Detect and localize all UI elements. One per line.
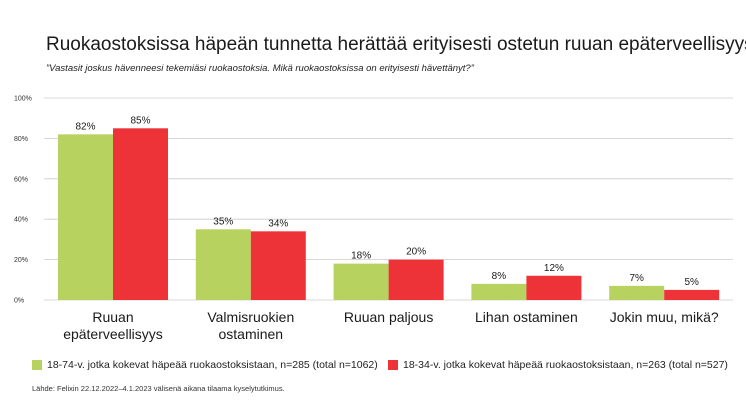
- legend-item-series-2: 18-34-v. jotka kokevat häpeää ruokaostok…: [388, 359, 728, 371]
- data-label: 35%: [213, 216, 233, 227]
- chart-title: Ruokaostoksissa häpeän tunnetta herättää…: [46, 34, 746, 55]
- bar: [664, 289, 720, 300]
- category-label: Valmisruokien: [207, 309, 294, 325]
- category-label: Jokin muu, mikä?: [610, 309, 719, 325]
- data-label: 12%: [544, 263, 564, 274]
- data-label: 85%: [130, 115, 150, 126]
- bar: [195, 229, 251, 300]
- chart-subtitle: ”Vastasit joskus hävenneesi tekemiäsi ru…: [46, 63, 474, 74]
- bar: [333, 263, 389, 300]
- data-label: 18%: [351, 251, 371, 262]
- y-tick-label: 40%: [14, 217, 28, 224]
- category-label: ostaminen: [219, 326, 284, 342]
- data-label: 82%: [75, 121, 95, 132]
- bar: [388, 259, 444, 300]
- bar: [609, 285, 665, 300]
- y-tick-label: 80%: [14, 136, 28, 143]
- legend-item-series-1: 18-74-v. jotka kokevat häpeää ruokaostok…: [32, 359, 378, 371]
- category-label: epäterveellisyys: [63, 326, 163, 342]
- bar: [250, 231, 306, 300]
- source-note: Lähde: Felixin 22.12.2022–4.1.2023 välis…: [32, 384, 285, 393]
- category-label: Lihan ostaminen: [475, 309, 578, 325]
- legend-label-series-1: 18-74-v. jotka kokevat häpeää ruokaostok…: [47, 359, 378, 371]
- data-label: 20%: [406, 247, 426, 258]
- category-label: Ruuan paljous: [344, 309, 434, 325]
- legend-swatch-series-2: [388, 360, 398, 370]
- data-label: 5%: [684, 277, 699, 288]
- bar: [113, 128, 168, 300]
- y-tick-label: 100%: [14, 96, 32, 103]
- y-tick-label: 0%: [14, 298, 24, 305]
- y-tick-label: 60%: [14, 176, 28, 183]
- bar: [471, 283, 527, 300]
- legend-swatch-series-1: [32, 360, 42, 370]
- data-label: 8%: [492, 271, 507, 282]
- data-label: 7%: [629, 273, 644, 284]
- category-label: Ruuan: [92, 309, 133, 325]
- y-tick-label: 20%: [14, 257, 28, 264]
- data-label: 34%: [268, 218, 288, 229]
- bar: [58, 134, 113, 300]
- legend-label-series-2: 18-34-v. jotka kokevat häpeää ruokaostok…: [403, 359, 728, 371]
- bar: [526, 275, 582, 300]
